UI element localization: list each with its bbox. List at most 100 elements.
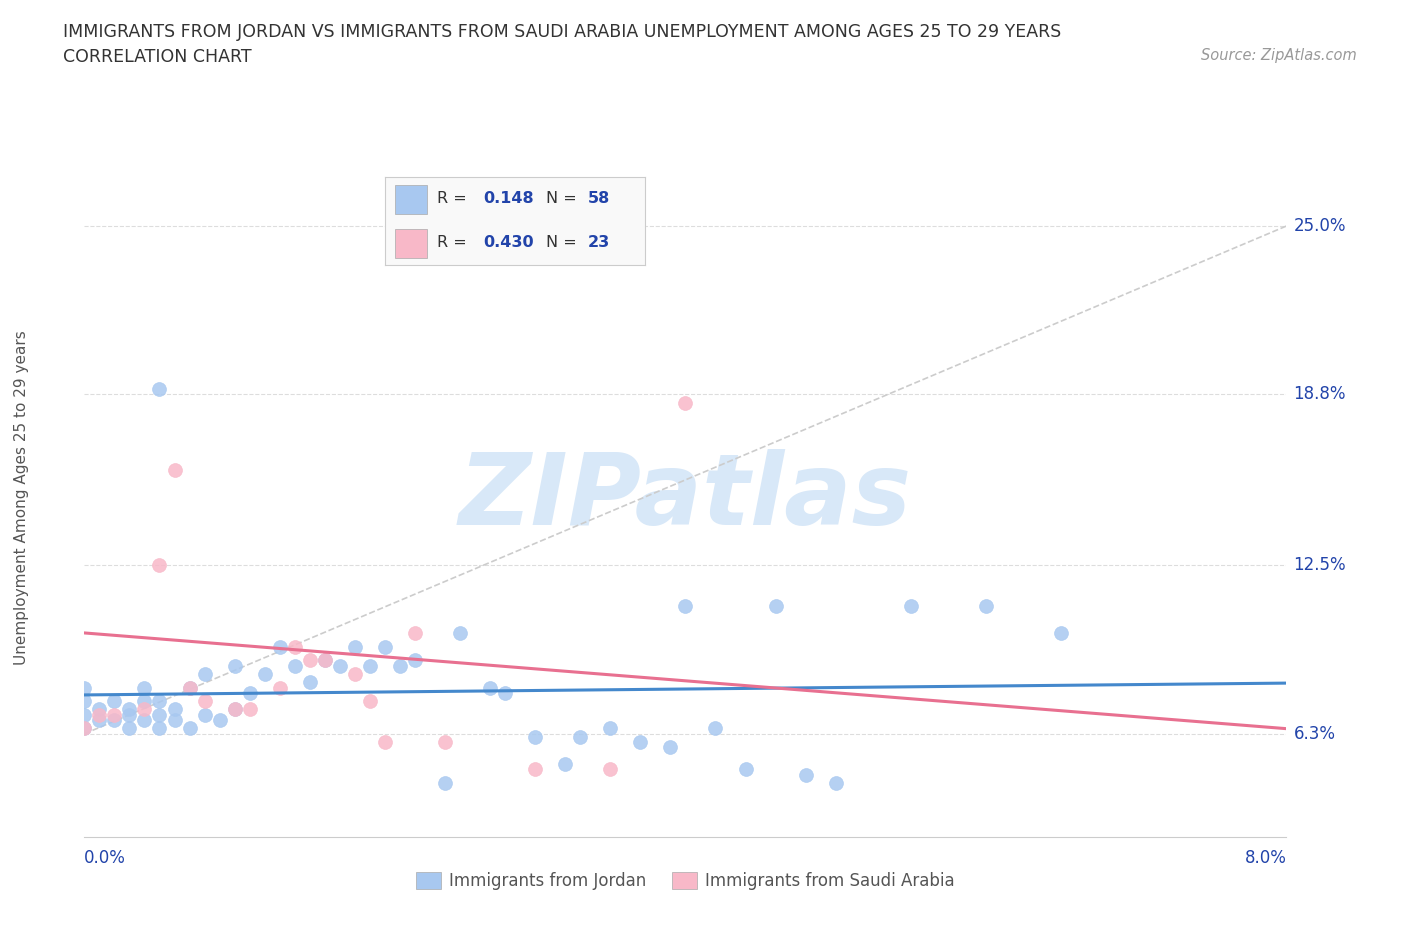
Point — [103, 694, 125, 709]
Point — [374, 640, 396, 655]
Point — [148, 708, 170, 723]
Point — [73, 721, 96, 736]
Text: N =: N = — [546, 192, 582, 206]
Text: Unemployment Among Ages 25 to 29 years: Unemployment Among Ages 25 to 29 years — [14, 330, 28, 665]
Text: 0.0%: 0.0% — [84, 849, 127, 867]
Point — [524, 729, 547, 744]
Point — [148, 558, 170, 573]
Point — [298, 653, 321, 668]
Point — [73, 721, 96, 736]
Point — [659, 740, 682, 755]
FancyBboxPatch shape — [395, 185, 426, 214]
Point — [1050, 626, 1073, 641]
Point — [239, 702, 262, 717]
Point — [134, 712, 156, 727]
Point — [194, 694, 217, 709]
Point — [284, 640, 307, 655]
Text: 23: 23 — [588, 235, 610, 250]
Point — [179, 680, 201, 695]
Text: 6.3%: 6.3% — [1294, 724, 1336, 743]
Point — [704, 721, 727, 736]
Point — [824, 776, 846, 790]
Point — [179, 721, 201, 736]
Point — [89, 712, 111, 727]
Text: 0.148: 0.148 — [484, 192, 534, 206]
Point — [599, 762, 621, 777]
Point — [628, 735, 651, 750]
Point — [479, 680, 502, 695]
Text: ZIPatlas: ZIPatlas — [458, 449, 912, 546]
Point — [434, 776, 457, 790]
Point — [343, 667, 366, 682]
Point — [434, 735, 457, 750]
Point — [163, 702, 186, 717]
Point — [359, 694, 381, 709]
Point — [103, 712, 125, 727]
Point — [89, 708, 111, 723]
Point — [163, 712, 186, 727]
Point — [148, 694, 170, 709]
Point — [554, 756, 576, 771]
Point — [89, 702, 111, 717]
Text: R =: R = — [437, 235, 477, 250]
Point — [404, 626, 426, 641]
Point — [224, 702, 246, 717]
Point — [314, 653, 336, 668]
Point — [73, 694, 96, 709]
Point — [765, 599, 787, 614]
FancyBboxPatch shape — [395, 229, 426, 258]
Legend: Immigrants from Jordan, Immigrants from Saudi Arabia: Immigrants from Jordan, Immigrants from … — [409, 865, 962, 897]
Point — [343, 640, 366, 655]
Point — [118, 137, 141, 152]
Text: 25.0%: 25.0% — [1294, 217, 1346, 235]
Point — [208, 712, 231, 727]
Point — [269, 680, 291, 695]
Point — [374, 735, 396, 750]
Point — [449, 626, 471, 641]
Text: R =: R = — [437, 192, 477, 206]
Point — [134, 702, 156, 717]
Point — [224, 658, 246, 673]
Point — [599, 721, 621, 736]
Point — [329, 658, 352, 673]
Point — [163, 463, 186, 478]
Point — [524, 762, 547, 777]
Text: Source: ZipAtlas.com: Source: ZipAtlas.com — [1201, 48, 1357, 63]
Point — [134, 694, 156, 709]
Point — [73, 680, 96, 695]
Text: 0.430: 0.430 — [484, 235, 534, 250]
Point — [794, 767, 817, 782]
Point — [284, 658, 307, 673]
Point — [179, 680, 201, 695]
Point — [734, 762, 756, 777]
Point — [224, 702, 246, 717]
Point — [359, 658, 381, 673]
Text: 8.0%: 8.0% — [1244, 849, 1286, 867]
Text: CORRELATION CHART: CORRELATION CHART — [63, 48, 252, 66]
Point — [675, 599, 697, 614]
Text: 58: 58 — [588, 192, 610, 206]
Point — [118, 702, 141, 717]
Point — [388, 658, 411, 673]
Point — [148, 721, 170, 736]
Point — [974, 599, 997, 614]
Point — [194, 708, 217, 723]
Point — [73, 708, 96, 723]
Point — [269, 640, 291, 655]
Text: 12.5%: 12.5% — [1294, 556, 1346, 575]
Point — [253, 667, 276, 682]
Point — [239, 685, 262, 700]
Point — [569, 729, 592, 744]
Point — [118, 721, 141, 736]
Point — [314, 653, 336, 668]
Point — [118, 708, 141, 723]
Point — [134, 680, 156, 695]
Point — [103, 708, 125, 723]
Text: N =: N = — [546, 235, 582, 250]
Point — [148, 381, 170, 396]
Point — [404, 653, 426, 668]
Point — [194, 667, 217, 682]
Point — [298, 675, 321, 690]
Text: IMMIGRANTS FROM JORDAN VS IMMIGRANTS FROM SAUDI ARABIA UNEMPLOYMENT AMONG AGES 2: IMMIGRANTS FROM JORDAN VS IMMIGRANTS FRO… — [63, 23, 1062, 41]
Point — [675, 395, 697, 410]
